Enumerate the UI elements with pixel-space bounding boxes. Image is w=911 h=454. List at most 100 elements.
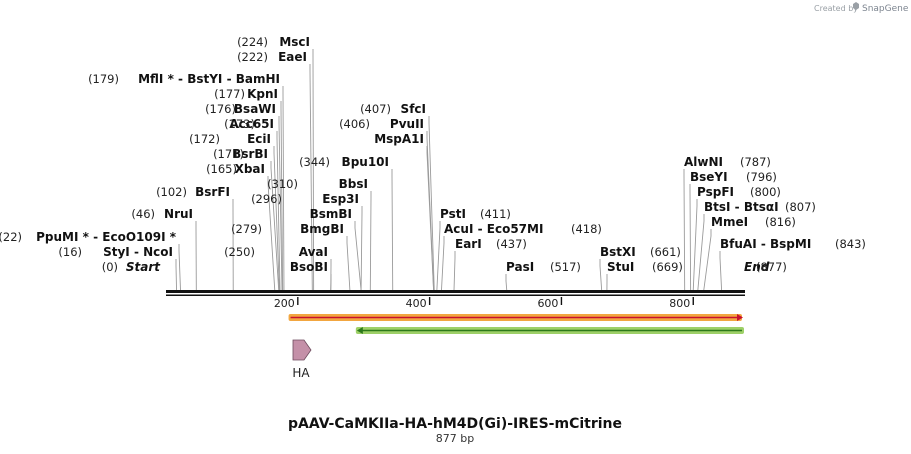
site-labels: MscI (224) EaeI (222) MflI * - BstYI - BamHI…	[0, 35, 866, 274]
enzyme-name-part: Eco57MI	[487, 222, 544, 236]
site-position: (437)	[496, 237, 527, 251]
enzyme-name: BsrBI	[232, 147, 268, 161]
site-position: (787)	[740, 155, 771, 169]
enzyme-name-part: BtsI	[704, 200, 731, 214]
site-position: (816)	[765, 215, 796, 229]
site-position: (800)	[750, 185, 781, 199]
enzyme-name-part: BsaWI	[234, 102, 276, 116]
feature-reverse-arrowhead	[356, 327, 363, 334]
site-leader-line	[270, 161, 280, 291]
enzyme-name-part: SfcI	[401, 102, 426, 116]
backbone-bottom-line	[166, 294, 745, 296]
site-label: XbaI(165)	[206, 162, 265, 176]
site-label: EarI (437)	[455, 237, 527, 251]
site-label: BsrFI (102)	[156, 185, 230, 199]
site-position: (344)	[299, 155, 330, 169]
site-leader-line	[428, 116, 435, 291]
enzyme-name: BbsI	[339, 177, 368, 191]
enzyme-name: MspA1I	[374, 132, 424, 146]
site-position: (250)	[224, 245, 255, 259]
enzyme-name-part: AcuI	[444, 222, 473, 236]
enzyme-name: KpnI	[247, 87, 278, 101]
site-label: BmgBI (279)	[231, 222, 344, 236]
site-position: (843)	[835, 237, 866, 251]
site-position: (406)	[339, 117, 370, 131]
enzyme-name-part: BsrBI	[232, 147, 268, 161]
enzyme-name: MmeI	[711, 215, 748, 229]
credit-brand: SnapGene	[862, 4, 909, 14]
enzyme-name-part: Acc65I	[229, 117, 274, 131]
site-label: PspFI (800)	[697, 185, 781, 199]
site-position: (171)	[213, 147, 244, 161]
site-leader-line	[354, 221, 362, 291]
enzyme-name: Esp3I	[322, 192, 359, 206]
site-position: (807)	[785, 200, 816, 214]
features: HA	[288, 314, 744, 380]
enzyme-name: BstXI	[600, 245, 636, 259]
ruler-tick-label: 200	[274, 297, 295, 310]
site-label: PvuII (406)	[339, 117, 424, 131]
site-leader-line	[703, 229, 712, 291]
site-position: (418)	[571, 222, 602, 236]
site-label: PasI (517)	[506, 260, 581, 274]
site-position: (46)	[131, 207, 155, 221]
map-title: pAAV-CaMKIIa-HA-hM4D(Gi)-IRES-mCitrine	[288, 416, 622, 432]
enzyme-name: BseYI	[690, 170, 728, 184]
site-position: (173)	[224, 117, 255, 131]
site-leader-line	[369, 191, 372, 291]
site-position: (16)	[58, 245, 82, 259]
site-label: BseYI (796)	[690, 170, 777, 184]
enzyme-name: BtsI - BtsαI	[704, 200, 779, 214]
site-label: BbsI (310)	[267, 177, 368, 191]
enzyme-name-part: AlwNI	[684, 155, 723, 169]
enzyme-name: EarI	[455, 237, 482, 251]
enzyme-name-part: BspMI	[770, 237, 811, 251]
site-leader-line	[719, 251, 723, 291]
site-label: Bpu10I (344)	[299, 155, 389, 169]
enzyme-name-part: AvaI	[299, 245, 328, 259]
site-label: Acc65I(173)	[224, 117, 274, 131]
enzyme-name-part: MmeI	[711, 215, 748, 229]
site-label: BsaWI(176)	[205, 102, 276, 116]
enzyme-name-part: BtsαI	[744, 200, 779, 214]
enzyme-name-part: NruI	[164, 207, 193, 221]
site-leader-line	[436, 221, 441, 291]
enzyme-name: AvaI	[299, 245, 328, 259]
enzyme-name-part: BsrFI	[195, 185, 230, 199]
site-position: (22)	[0, 230, 22, 244]
site-label: KpnI(177)	[214, 87, 278, 101]
enzyme-name: Start	[126, 260, 161, 274]
enzyme-name: StyI - NcoI	[103, 245, 173, 259]
site-label: BsmBI	[310, 207, 352, 221]
site-label: StuI (669)	[607, 260, 683, 274]
enzyme-name-part: BamHI	[236, 72, 280, 86]
site-label: MflI * - BstYI - BamHI (179)	[88, 72, 280, 86]
site-position: (165)	[206, 162, 237, 176]
enzyme-name-part: BbsI	[339, 177, 368, 191]
site-leader-line	[692, 199, 698, 291]
site-label: PpuMI * - EcoO109I * (22)	[0, 230, 177, 244]
site-leader-line	[697, 214, 705, 291]
site-label: AlwNI (787)	[684, 155, 771, 169]
site-leader-line	[505, 274, 508, 291]
enzyme-name-part: Start	[126, 260, 161, 274]
site-leader-line	[453, 251, 456, 291]
ruler-tick-label: 600	[537, 297, 558, 310]
site-position: (796)	[746, 170, 777, 184]
enzyme-name-part: End	[744, 260, 770, 274]
enzyme-name-part: BfuAI	[720, 237, 757, 251]
site-leader-line	[391, 169, 394, 291]
enzyme-name-part: BstYI	[187, 72, 222, 86]
enzyme-name: AlwNI	[684, 155, 723, 169]
enzyme-name-part: MflI *	[138, 72, 174, 86]
enzyme-name-part: EarI	[455, 237, 482, 251]
sequence-backbone	[166, 290, 745, 296]
enzyme-name: EciI	[247, 132, 271, 146]
site-leader-line	[689, 184, 692, 291]
enzyme-name-part: PasI	[506, 260, 534, 274]
enzyme-name: PpuMI * - EcoO109I *	[36, 230, 177, 244]
site-position: (877)	[756, 260, 787, 274]
ruler-tick-label: 400	[406, 297, 427, 310]
enzyme-name: StuI	[607, 260, 634, 274]
enzyme-name-part: PspFI	[697, 185, 734, 199]
